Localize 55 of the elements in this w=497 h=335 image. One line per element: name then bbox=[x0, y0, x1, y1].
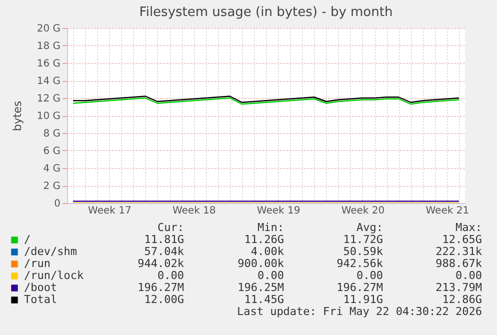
line-series bbox=[72, 97, 460, 105]
x-tick-label: Week 18 bbox=[172, 206, 216, 216]
text: Last update: Fri May 22 04:30:22 2026 bbox=[236, 305, 482, 318]
y-tick-label: 12 G bbox=[36, 94, 60, 104]
text: Cur: bbox=[158, 221, 184, 234]
x-tick-label: Week 17 bbox=[88, 206, 132, 216]
x-tick-label: Week 21 bbox=[426, 206, 470, 216]
y-axis-title: bytes bbox=[10, 100, 24, 132]
y-tick-label: 14 G bbox=[36, 76, 60, 87]
text: 50.59k bbox=[343, 245, 383, 258]
text: 0.00 bbox=[356, 269, 383, 282]
x-tick-label: Week 20 bbox=[341, 206, 385, 216]
text: 196.25M bbox=[238, 281, 284, 294]
x-tick-label: Week 19 bbox=[256, 206, 300, 216]
text: 12.86G bbox=[442, 293, 482, 306]
y-tick-label: 18 G bbox=[36, 41, 60, 52]
legend-label: /run/lock bbox=[24, 269, 84, 282]
y-tick-label: 2 G bbox=[43, 181, 60, 192]
y-tick-label: 16 G bbox=[36, 58, 60, 70]
text: 4.00k bbox=[250, 245, 284, 258]
legend-label: /boot bbox=[24, 281, 58, 294]
text: 11.72G bbox=[343, 233, 383, 246]
text: 57.04k bbox=[144, 245, 184, 258]
text: 944.02k bbox=[138, 257, 184, 270]
text: 0.00 bbox=[158, 269, 184, 282]
y-tick-label: 4 G bbox=[43, 164, 60, 174]
y-tick-label: 10 G bbox=[36, 111, 60, 122]
text: 900.00k bbox=[238, 257, 284, 270]
text: Max: bbox=[456, 221, 482, 234]
text: 196.27M bbox=[336, 281, 383, 294]
legend-label: Total bbox=[24, 293, 58, 306]
text: 12.00G bbox=[144, 293, 184, 306]
text: 11.45G bbox=[244, 293, 284, 306]
text: 942.56k bbox=[336, 257, 383, 270]
y-tick-label: 0 bbox=[54, 198, 60, 210]
line-series bbox=[72, 96, 460, 103]
chart-title: Filesystem usage (in bytes) - by month bbox=[139, 5, 393, 20]
text: 213.79M bbox=[436, 281, 482, 294]
y-tick-label: 8 G bbox=[43, 128, 60, 140]
text: 196.27M bbox=[138, 281, 184, 294]
text: 12.65G bbox=[442, 233, 482, 246]
text: 0.00 bbox=[456, 269, 482, 282]
text: 11.81G bbox=[144, 233, 184, 246]
text: Avg: bbox=[356, 221, 383, 234]
text: Min: bbox=[258, 221, 284, 234]
text: 222.31k bbox=[436, 245, 482, 258]
text: 0.00 bbox=[258, 269, 284, 282]
legend-label: / bbox=[24, 233, 31, 246]
legend-label: /run bbox=[24, 257, 50, 270]
text: 11.26G bbox=[244, 233, 284, 246]
y-tick-label: 20 G bbox=[36, 24, 60, 34]
text: 988.67k bbox=[436, 257, 482, 270]
y-tick-label: 6 G bbox=[43, 146, 60, 157]
text: 11.91G bbox=[343, 293, 383, 306]
legend-label: /dev/shm bbox=[24, 245, 78, 258]
